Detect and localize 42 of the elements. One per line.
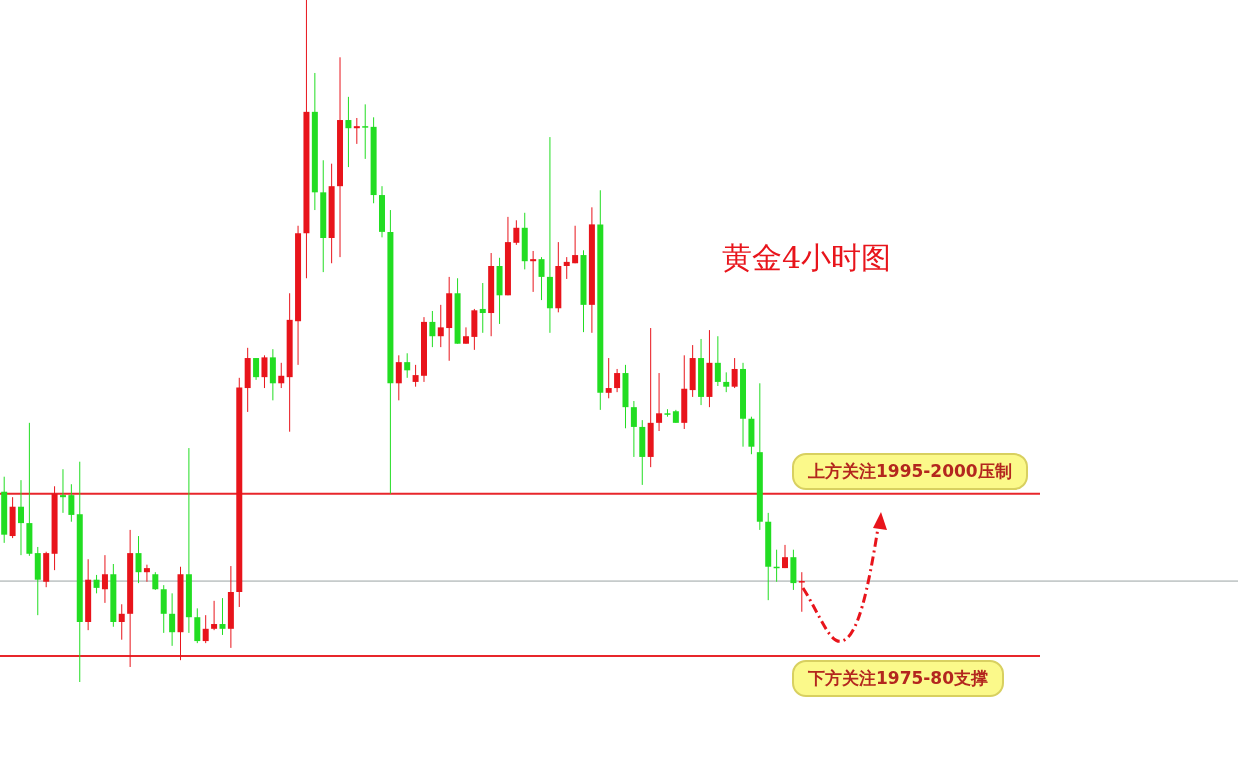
candlestick bbox=[219, 597, 226, 636]
candlestick bbox=[630, 400, 637, 458]
candlestick bbox=[479, 282, 486, 334]
candlestick bbox=[17, 479, 24, 556]
candlestick bbox=[68, 483, 75, 523]
candlestick bbox=[656, 372, 663, 432]
candlestick bbox=[614, 368, 621, 393]
candlestick bbox=[353, 117, 360, 145]
candlestick bbox=[404, 352, 411, 379]
candlestick bbox=[798, 571, 805, 613]
candlestick bbox=[211, 600, 218, 631]
candlestick bbox=[429, 310, 436, 348]
candlestick bbox=[437, 304, 444, 348]
candlestick bbox=[412, 364, 419, 388]
candlestick bbox=[101, 554, 108, 604]
candlestick bbox=[194, 607, 201, 644]
ref-line-label: 下方关注1975-80支撑 bbox=[792, 660, 1005, 698]
candlestick bbox=[395, 354, 402, 401]
candlestick bbox=[135, 535, 142, 584]
candlestick bbox=[202, 614, 209, 644]
candlestick bbox=[143, 564, 150, 583]
candlestick bbox=[261, 354, 268, 389]
candlestick bbox=[345, 96, 352, 168]
candlestick bbox=[572, 225, 579, 264]
text: 黄金4小时图 bbox=[722, 239, 892, 277]
candlestick bbox=[714, 335, 721, 387]
candlestick bbox=[59, 468, 66, 514]
candlestick bbox=[253, 357, 260, 381]
candlestick bbox=[169, 592, 176, 647]
candlestick bbox=[93, 574, 100, 594]
candlestick bbox=[513, 219, 520, 246]
candlestick bbox=[563, 256, 570, 280]
ref-line-label: 上方关注1995-2000压制 bbox=[792, 452, 1028, 490]
candlestick bbox=[538, 256, 545, 301]
candlestick bbox=[731, 357, 738, 389]
candlestick bbox=[462, 326, 469, 345]
candlestick bbox=[605, 357, 612, 399]
candlestick bbox=[278, 362, 285, 389]
candlestick bbox=[723, 371, 730, 393]
candlestick bbox=[362, 103, 369, 160]
candlestick bbox=[118, 603, 125, 641]
candlestick bbox=[530, 250, 537, 293]
